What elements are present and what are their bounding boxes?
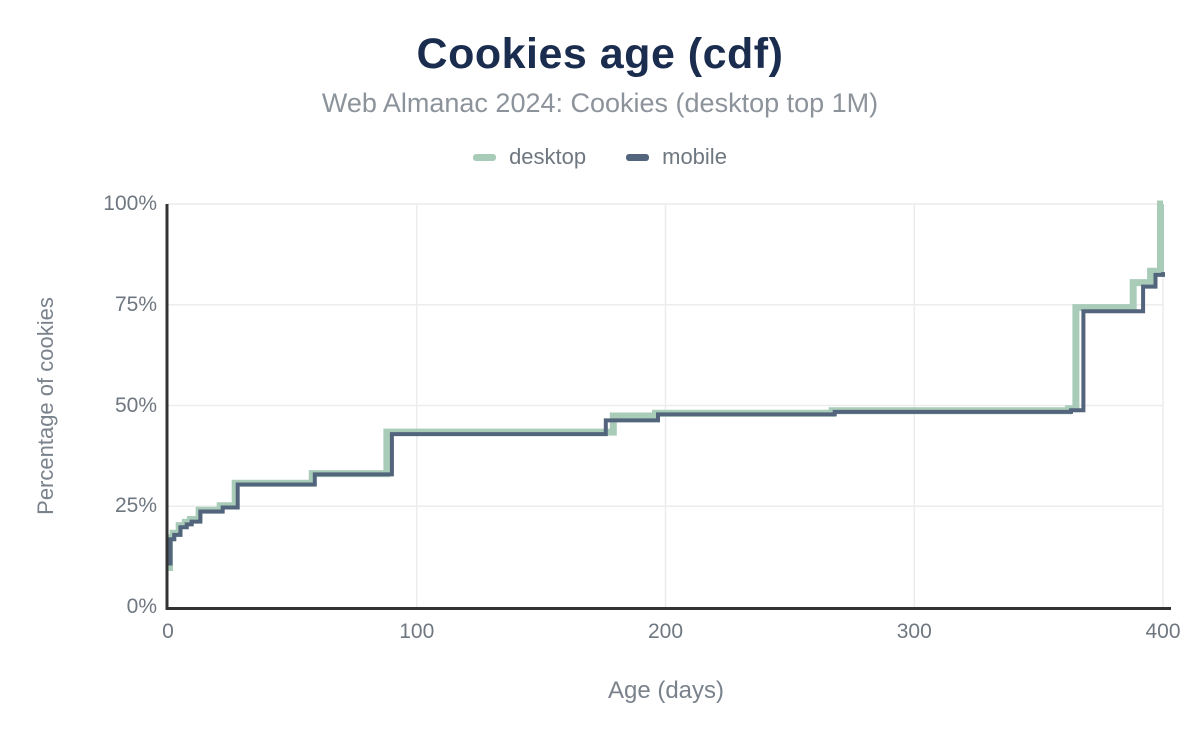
chart-subtitle: Web Almanac 2024: Cookies (desktop top 1… <box>321 88 879 118</box>
legend-item-mobile[interactable]: mobile <box>626 144 727 170</box>
y-tick-label: 100% <box>103 192 157 215</box>
axes <box>165 204 1171 610</box>
chart-title: Cookies age (cdf) <box>416 30 784 78</box>
y-tick-label: 50% <box>114 393 157 417</box>
x-tick-label: 100 <box>399 620 435 643</box>
legend-label-desktop: desktop <box>509 144 587 169</box>
legend-label-mobile: mobile <box>662 144 727 169</box>
legend: desktop mobile <box>0 144 1200 170</box>
y-tick-label: 75% <box>114 292 157 316</box>
y-tick-label: 0% <box>126 595 157 618</box>
y-axis-title: Percentage of cookies <box>33 297 58 515</box>
legend-item-desktop[interactable]: desktop <box>473 144 586 170</box>
gridlines <box>168 203 1164 607</box>
x-tick-label: 400 <box>1145 620 1181 643</box>
x-tick-label: 200 <box>647 620 684 643</box>
y-tick-label: 25% <box>114 494 157 518</box>
desktop-series-swatch-icon <box>473 153 497 161</box>
x-tick-label: 0 <box>162 620 174 643</box>
mobile-series-swatch-icon <box>626 153 650 161</box>
series-lines <box>166 200 1165 571</box>
x-axis-title: Age (days) <box>607 677 725 704</box>
mobile-series-line <box>168 272 1165 566</box>
x-tick-label: 300 <box>896 620 932 643</box>
